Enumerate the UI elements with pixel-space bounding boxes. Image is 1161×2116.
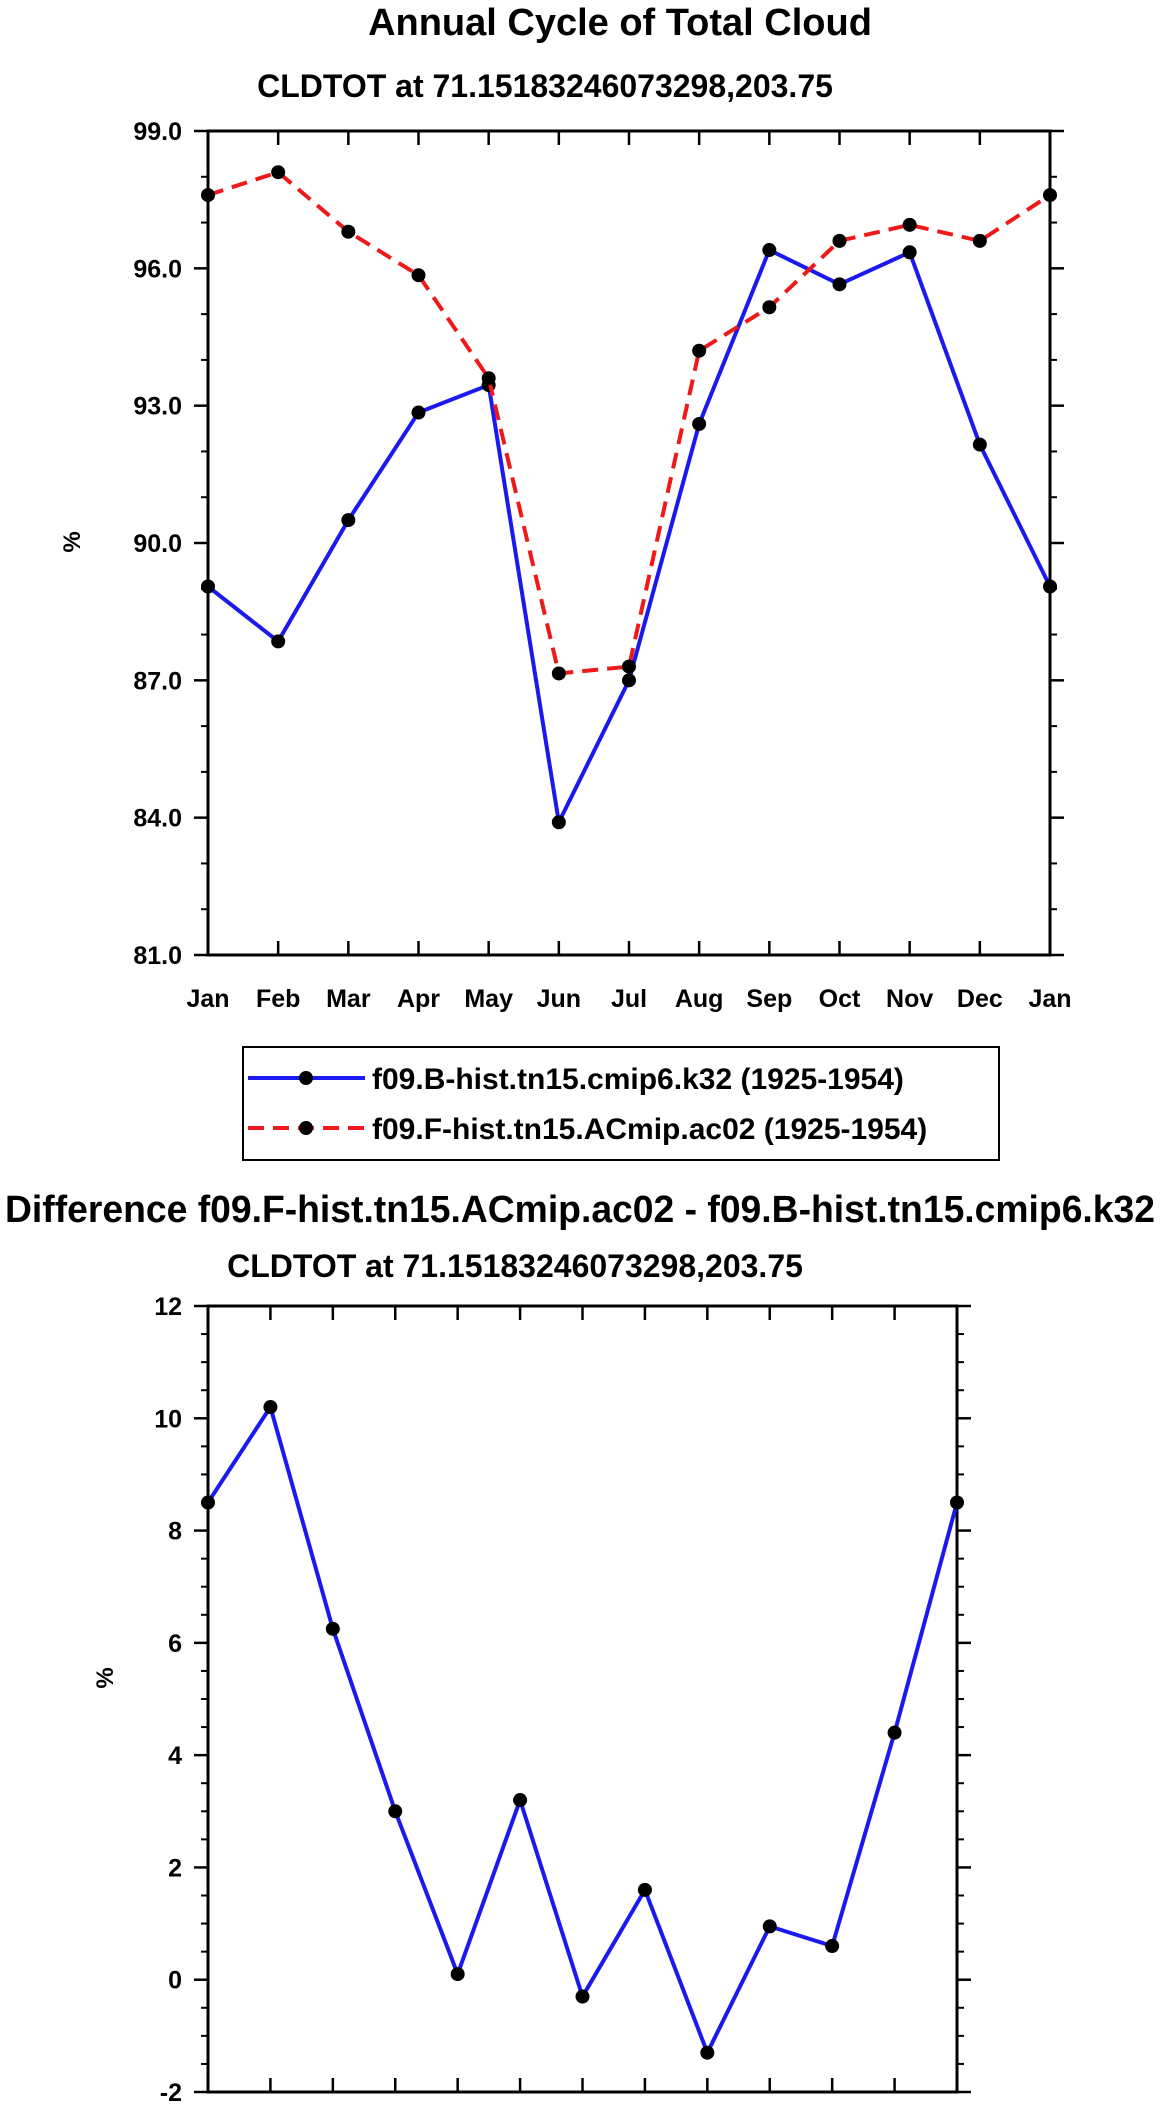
bottom-chart-series-1-point [575,1989,590,2004]
bottom-chart-series-1-point [700,2045,715,2060]
legend-label-series-2: f09.F-hist.tn15.ACmip.ac02 (1925-1954) [372,1113,927,1146]
top-chart-xtick-label: May [464,985,513,1013]
bottom-chart-plot: JanFebMarAprMayJunJulAugSepOctNovDecJan-… [154,1293,971,2107]
top-chart-series-1-point [762,243,777,258]
top-chart-series-2-point [271,165,286,180]
bottom-chart-series-1-point [325,1621,340,1636]
bottom-chart-series-1-point [201,1495,215,1510]
bottom-chart-ytick-label: 6 [168,1630,182,1658]
top-chart-ylabel: % [59,531,86,552]
bottom-chart-ytick-label: -2 [160,2079,182,2107]
top-chart-series-2-point [622,659,636,674]
top-chart-series-2-point [902,217,917,232]
top-chart-series-1-point [341,513,356,528]
top-chart-plot: Jan Feb Mar Apr May Jun Jul Aug Sep Oct Nov Dec Jan8… [133,118,1071,1013]
top-chart-xtick-label: Jul [611,985,647,1013]
top-chart-xtick-label: Jan [1028,985,1071,1013]
top-chart-xtick-label: Oct [819,985,861,1013]
bottom-chart-ytick-label: 2 [168,1854,182,1882]
bottom-chart-frame [206,1304,959,2094]
top-chart-series-1-point [271,634,286,649]
legend-box [242,1046,1000,1161]
bottom-chart-series-1-line [206,1405,959,2055]
top-chart-series-1-point [201,579,215,594]
top-chart-xtick-label: Nov [886,985,933,1013]
bottom-chart-ytick-label: 0 [168,1967,182,1995]
top-chart-xtick-label: Feb [256,985,300,1013]
bottom-chart-series-1-point [762,1919,777,1934]
top-chart-xtick-label: Sep [746,985,792,1013]
top-chart-series-2-line [207,170,1052,676]
top-chart-series-1-point [622,673,636,688]
top-chart-series-2-point [341,224,356,239]
top-chart-ytick-label: 87.0 [133,667,182,695]
bottom-chart-series-1-point [950,1495,964,1510]
top-chart-series-1-point [832,277,847,292]
top-chart-series-2-point [832,233,847,248]
top-chart-ytick-label: 96.0 [133,255,182,283]
top-chart-ytick-label: 99.0 [133,118,182,146]
bottom-chart-subtitle: CLDTOT at 71.15183246073298,203.75 [227,1248,803,1284]
bottom-chart-ylabel: % [92,1667,119,1688]
top-chart-series-1-point [1043,579,1057,594]
top-chart-series-2-point [551,666,566,681]
bottom-chart-ytick-label: 4 [168,1742,182,1770]
top-chart-xtick-label: Dec [957,985,1003,1013]
legend: f09.B-hist.tn15.cmip6.k32 (1925-1954) f0… [242,1046,1000,1161]
bottom-chart-series-1-point [450,1967,465,1982]
top-chart-xtick-label: Jun [537,985,581,1013]
bottom-chart-series-1-point [263,1400,278,1415]
legend-marker-series-2 [299,1121,313,1135]
top-chart-series-2-point [201,188,215,203]
top-chart-title: Annual Cycle of Total Cloud [368,2,872,44]
top-chart-series-2-point [481,371,496,386]
bottom-chart-series-1-point [513,1793,528,1808]
top-chart-series-1-point [692,416,707,431]
top-chart-series-1-point [551,815,566,830]
top-chart-series-1-point [902,245,917,260]
top-chart-xtick-label: Jan [186,985,229,1013]
legend-label-series-1: f09.B-hist.tn15.cmip6.k32 (1925-1954) [372,1063,904,1096]
top-chart-ytick-label: 81.0 [133,942,182,970]
bottom-chart-series-1-point [825,1939,840,1954]
top-chart-xtick-label: Apr [397,985,440,1013]
bottom-chart-ytick-label: 8 [168,1518,182,1546]
bottom-chart-ytick-label: 10 [154,1405,182,1433]
top-chart-xtick-label: Mar [326,985,371,1013]
top-chart-series-2-point [692,343,707,358]
top-chart-ytick-label: 93.0 [133,393,182,421]
bottom-chart-series-1-point [887,1725,902,1740]
top-chart-series-2-point [411,268,426,283]
top-chart-series-1-line [206,248,1052,825]
legend-marker-series-1 [299,1071,313,1085]
top-chart-subtitle: CLDTOT at 71.15183246073298,203.75 [257,68,833,104]
top-chart-series-2-point [972,233,987,248]
top-chart-series-1-point [972,437,987,452]
top-chart-ytick-label: 90.0 [133,530,182,558]
bottom-chart-series-1-point [388,1804,403,1819]
bottom-chart-series-1-point [637,1882,652,1897]
top-chart-series-1-point [411,405,426,420]
top-chart-xtick-label: Aug [675,985,724,1013]
bottom-chart-title: Difference f09.F-hist.tn15.ACmip.ac02 - … [5,1189,1155,1231]
top-chart-ytick-label: 84.0 [133,805,182,833]
bottom-chart-ytick-label: 12 [154,1293,182,1321]
top-chart-series-2-point [1043,188,1057,203]
top-chart-series-2-point [762,300,777,315]
